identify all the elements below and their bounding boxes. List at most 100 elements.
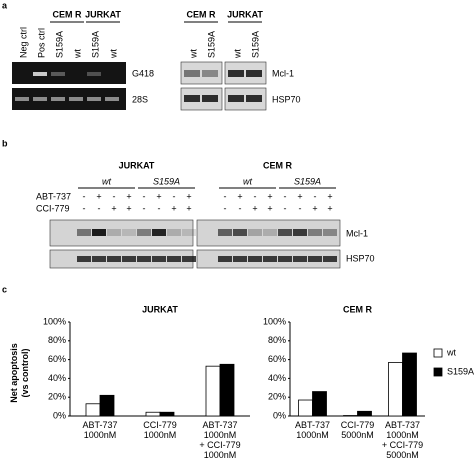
blot-band [248, 229, 262, 236]
blot-band [92, 256, 106, 262]
lane-label: wt [72, 49, 82, 59]
bar [357, 410, 372, 417]
blot-band [77, 256, 91, 262]
treatment-sign: - [314, 191, 317, 201]
treatment-sign: + [171, 203, 176, 213]
blot-band [248, 256, 262, 262]
blot-band [323, 256, 337, 262]
blot-band [278, 256, 292, 262]
blot-band [218, 229, 232, 236]
blot-band [308, 256, 322, 262]
blot-band [137, 229, 151, 236]
y-tick-label: 0% [53, 410, 66, 420]
bar [85, 403, 101, 417]
x-tick-label: ABT-737 1000nM [294, 420, 331, 440]
gel-band [51, 97, 65, 101]
blot-band [233, 256, 247, 262]
legend-label: wt [446, 347, 456, 357]
blot-band [202, 70, 218, 77]
x-tick-label: ABT-737 1000nM + CCI-779 5000nM [381, 420, 424, 460]
treatment-sign: - [83, 191, 86, 201]
x-tick-label-box: CCI-779 5000nM [341, 420, 375, 440]
bar [159, 411, 175, 417]
lane-label: S159A [90, 31, 100, 58]
treatment-label: CCI-779 [36, 203, 70, 213]
lane-label: Pos ctrl [36, 28, 46, 58]
chart-title: CEM R [343, 304, 373, 314]
blot-band [167, 229, 181, 236]
row-label: Mcl-1 [346, 228, 368, 238]
treatment-sign: - [143, 203, 146, 213]
y-tick-label: 80% [48, 335, 66, 345]
treatment-sign: + [156, 191, 161, 201]
x-tick-label: ABT-737 1000nM [82, 420, 118, 440]
group-label: JURKAT [85, 9, 121, 19]
blot-band [167, 256, 181, 262]
y-tick-label: 100% [263, 316, 286, 326]
lane-label: S159A [206, 31, 216, 58]
treatment-sign: - [284, 203, 287, 213]
treatment-sign: - [254, 191, 257, 201]
y-axis-label: Net apoptosis (vs control) [9, 343, 30, 403]
group-label: JURKAT [227, 9, 263, 19]
x-tick-label-box: ABT-737 1000nM [82, 420, 118, 440]
bar [312, 391, 327, 417]
treatment-sign: - [158, 203, 161, 213]
treatment-sign: + [186, 203, 191, 213]
x-tick-label-box: ABT-737 1000nM + CCI-779 5000nM [381, 420, 424, 460]
treatment-sign: + [126, 191, 131, 201]
bar [145, 411, 161, 417]
treatment-sign: + [252, 203, 257, 213]
blot-band [184, 95, 200, 102]
treatment-sign: + [327, 203, 332, 213]
treatment-sign: - [239, 203, 242, 213]
lane-label: Neg ctrl [18, 27, 28, 58]
panel-label: c [2, 284, 7, 294]
blot-band [202, 95, 218, 102]
x-tick-label: CCI-779 1000nM [143, 420, 177, 440]
group-label: CEM R [263, 160, 293, 170]
row-label: Mcl-1 [272, 68, 294, 78]
blot-band [233, 229, 247, 236]
blot-image [180, 61, 223, 85]
treatment-sign: + [297, 191, 302, 201]
treatment-sign: - [299, 203, 302, 213]
treatment-sign: + [186, 191, 191, 201]
y-tick-label: 80% [268, 335, 286, 345]
blot-band [137, 256, 151, 262]
blot-band [263, 256, 277, 262]
blot-band [246, 95, 262, 102]
treatment-sign: + [111, 203, 116, 213]
row-label: HSP70 [272, 94, 301, 104]
gel-band [33, 97, 47, 101]
treatment-sign: - [113, 191, 116, 201]
blot-band [246, 70, 262, 77]
blot-band [308, 229, 322, 236]
blot-image [180, 87, 223, 111]
lane-label: wt [232, 49, 242, 59]
bar [298, 399, 313, 417]
gel-band [87, 72, 101, 76]
subgroup-label: wt [243, 176, 252, 186]
x-tick-label-box: CCI-779 1000nM [143, 420, 177, 440]
blot-band [107, 229, 121, 236]
blot-band [152, 256, 166, 262]
blot-band [122, 256, 136, 262]
group-label: CEM R [53, 9, 83, 19]
group-label: JURKAT [119, 160, 155, 170]
row-label: G418 [132, 68, 154, 78]
treatment-sign: - [284, 191, 287, 201]
lane-label: S159A [250, 31, 260, 58]
row-label: 28S [132, 94, 148, 104]
chart-title: JURKAT [142, 304, 178, 314]
treatment-sign: + [237, 191, 242, 201]
legend-swatch [433, 367, 443, 377]
subgroup-label: S159A [153, 176, 180, 186]
legend-label: S159A [447, 366, 474, 376]
y-tick-label: 20% [48, 392, 66, 402]
blot-band [152, 229, 166, 236]
gel-band [33, 72, 47, 76]
treatment-sign: - [83, 203, 86, 213]
x-tick-label-box: ABT-737 1000nM + CCI-779 1000nM [199, 420, 240, 460]
